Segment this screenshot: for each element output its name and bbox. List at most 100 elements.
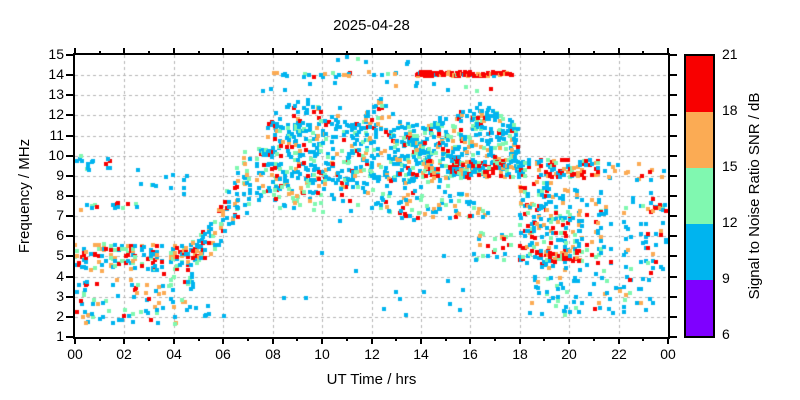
chart-title: 2025-04-28: [333, 17, 410, 34]
y-tick: [66, 195, 75, 197]
y-tick-right: [668, 114, 677, 116]
y-tick-right: [668, 175, 677, 177]
y-tick: [66, 316, 75, 318]
x-tick-major: [519, 337, 521, 344]
y-tick: [66, 336, 75, 338]
x-tick-minor: [494, 337, 496, 341]
y-tick: [66, 74, 75, 76]
x-tick-major: [420, 337, 422, 344]
x-tick-major-top: [469, 48, 471, 55]
x-tick-major-top: [222, 48, 224, 55]
x-tick-major-top: [618, 48, 620, 55]
y-tick-label: 7: [56, 207, 64, 223]
x-tick-label: 06: [215, 346, 231, 362]
x-tick-minor-top: [593, 51, 595, 55]
y-tick: [66, 135, 75, 137]
colorbar-tick-label: 18: [722, 102, 738, 118]
x-tick-label: 04: [166, 346, 182, 362]
x-tick-minor: [296, 337, 298, 341]
colorbar-tick-label: 9: [722, 270, 730, 286]
y-tick-label: 10: [48, 147, 64, 163]
x-tick-label: 14: [413, 346, 429, 362]
x-tick-label: 22: [611, 346, 627, 362]
x-tick-major-top: [74, 48, 76, 55]
colorbar-tick-label: 6: [722, 326, 730, 342]
colorbar-segment-purple: [686, 280, 713, 336]
y-tick: [66, 54, 75, 56]
y-tick-label: 8: [56, 187, 64, 203]
y-tick-label: 13: [48, 86, 64, 102]
y-tick-right: [668, 54, 677, 56]
x-tick-label: 00: [67, 346, 83, 362]
x-tick-minor-top: [543, 51, 545, 55]
x-tick-minor-top: [99, 51, 101, 55]
y-tick-right: [668, 94, 677, 96]
x-tick-minor: [346, 337, 348, 341]
y-tick-right: [668, 195, 677, 197]
x-tick-minor-top: [198, 51, 200, 55]
y-tick-label: 6: [56, 227, 64, 243]
x-tick-minor: [543, 337, 545, 341]
y-tick-right: [668, 255, 677, 257]
x-tick-major-top: [519, 48, 521, 55]
x-tick-major: [123, 337, 125, 344]
colorbar-segment-red: [686, 56, 713, 112]
y-tick-right: [668, 336, 677, 338]
y-tick-label: 14: [48, 66, 64, 82]
x-tick-major-top: [123, 48, 125, 55]
y-tick: [66, 296, 75, 298]
x-tick-major: [667, 337, 669, 344]
y-tick-right: [668, 74, 677, 76]
x-tick-minor-top: [296, 51, 298, 55]
x-tick-label: 00: [660, 346, 676, 362]
x-tick-label: 08: [265, 346, 281, 362]
y-tick-label: 2: [56, 308, 64, 324]
y-tick-label: 9: [56, 167, 64, 183]
x-tick-major-top: [568, 48, 570, 55]
y-tick-right: [668, 235, 677, 237]
colorbar-segment-cyan: [686, 224, 713, 280]
x-tick-major: [173, 337, 175, 344]
x-axis-label: UT Time / hrs: [326, 371, 417, 388]
y-tick-right: [668, 155, 677, 157]
y-tick: [66, 155, 75, 157]
x-tick-label: 20: [561, 346, 577, 362]
x-tick-minor: [395, 337, 397, 341]
x-tick-minor-top: [445, 51, 447, 55]
x-tick-minor: [445, 337, 447, 341]
x-tick-minor: [99, 337, 101, 341]
colorbar: [684, 54, 715, 338]
x-tick-major: [272, 337, 274, 344]
y-tick-label: 1: [56, 328, 64, 344]
x-tick-major: [222, 337, 224, 344]
colorbar-segment-green: [686, 168, 713, 224]
x-tick-major-top: [173, 48, 175, 55]
x-tick-minor: [642, 337, 644, 341]
y-tick: [66, 175, 75, 177]
colorbar-tick-label: 12: [722, 214, 738, 230]
y-tick-right: [668, 276, 677, 278]
y-tick-right: [668, 135, 677, 137]
x-tick-major-top: [420, 48, 422, 55]
x-tick-minor: [198, 337, 200, 341]
y-tick: [66, 276, 75, 278]
y-tick-label: 15: [48, 46, 64, 62]
x-tick-label: 18: [512, 346, 528, 362]
y-tick-right: [668, 296, 677, 298]
x-tick-label: 10: [314, 346, 330, 362]
y-tick: [66, 215, 75, 217]
x-tick-minor-top: [148, 51, 150, 55]
colorbar-axis-label: Signal to Noise Ratio SNR / dB: [746, 92, 763, 300]
y-tick-label: 12: [48, 106, 64, 122]
x-tick-minor: [593, 337, 595, 341]
x-tick-label: 16: [462, 346, 478, 362]
colorbar-tick-label: 21: [722, 46, 738, 62]
colorbar-segment-orange: [686, 112, 713, 168]
x-tick-major: [469, 337, 471, 344]
x-tick-major-top: [272, 48, 274, 55]
y-tick: [66, 255, 75, 257]
y-tick-label: 11: [49, 127, 64, 143]
y-tick-label: 4: [56, 268, 64, 284]
y-tick-right: [668, 215, 677, 217]
